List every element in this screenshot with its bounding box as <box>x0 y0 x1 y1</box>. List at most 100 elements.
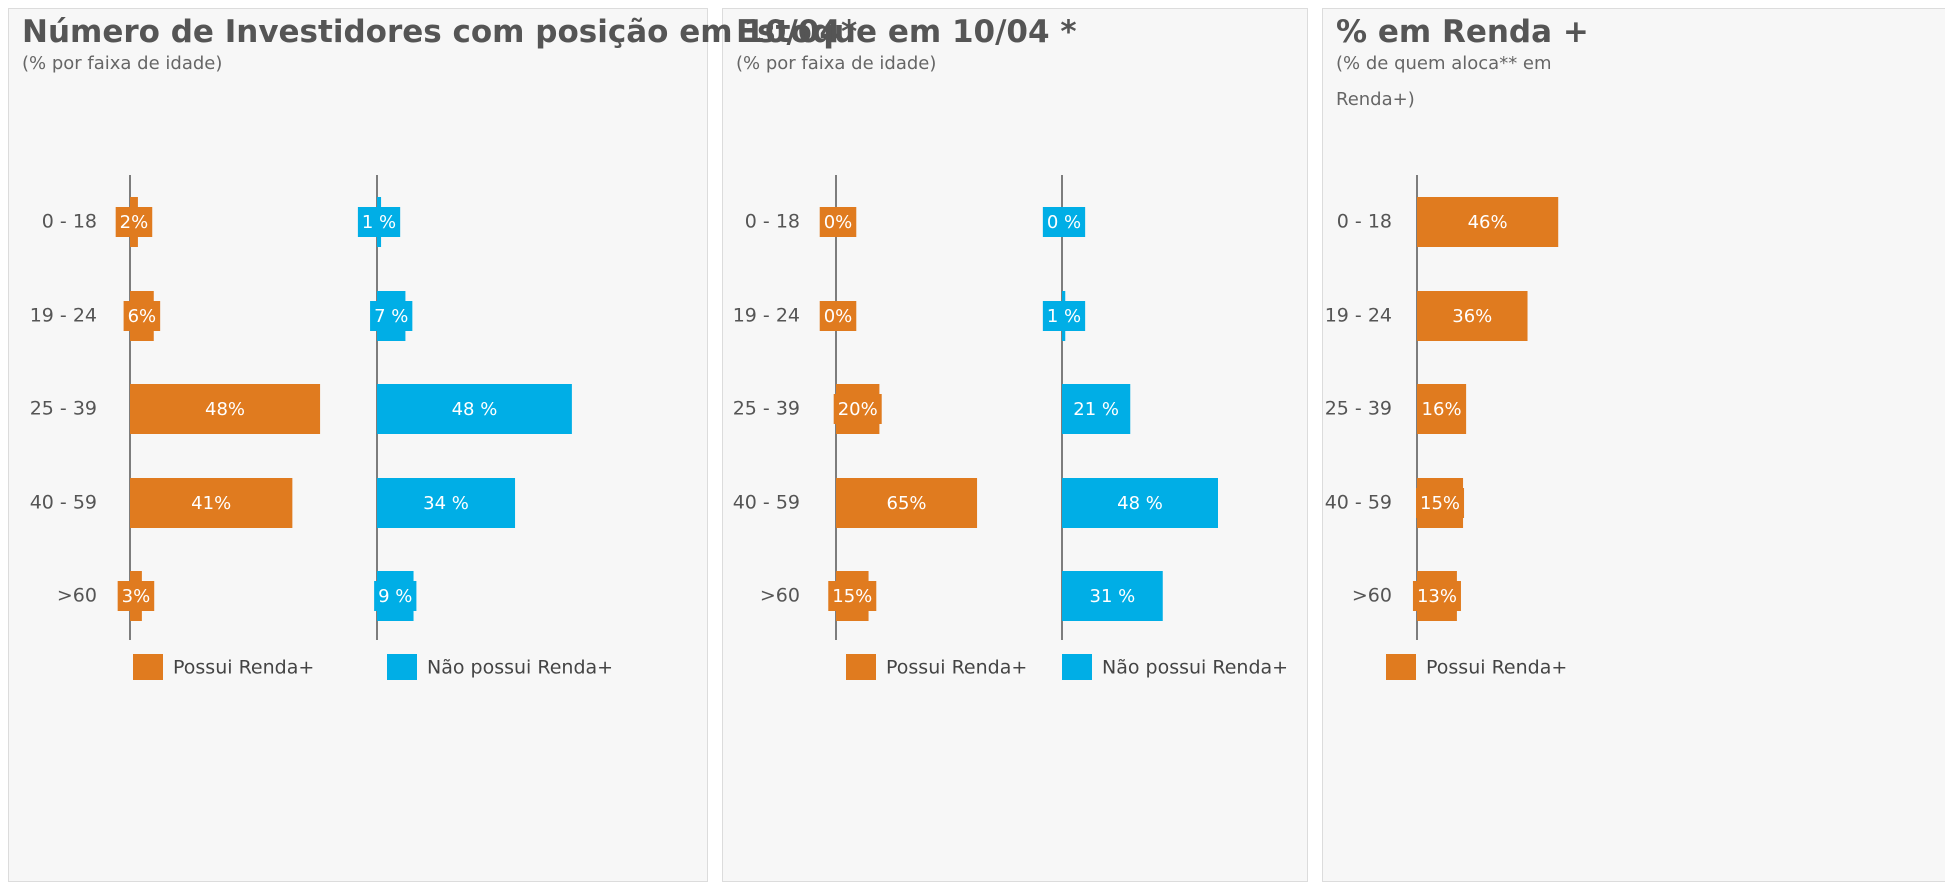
category-label: 19 - 24 <box>30 305 97 327</box>
value-label: 21 % <box>1073 399 1119 420</box>
category-label: 0 - 18 <box>745 211 800 233</box>
value-label: 41% <box>191 493 231 514</box>
value-label-bg <box>1412 581 1461 611</box>
value-label-group: 65% <box>887 493 927 514</box>
chart-subtitle: (% de quem aloca** em Renda+) <box>1336 53 1552 110</box>
value-label-bg <box>357 207 401 237</box>
value-label-group: 0% <box>819 301 857 331</box>
legend-label: Possui Renda+ <box>1426 657 1567 679</box>
value-label: 6% <box>128 306 157 327</box>
value-label-bg <box>123 301 161 331</box>
value-label-group: 13% <box>1412 581 1461 611</box>
category-label: 25 - 39 <box>1325 398 1392 420</box>
value-label: 31 % <box>1090 586 1136 607</box>
value-label-bg <box>1042 207 1086 237</box>
chart-subtitle: (% por faixa de idade) <box>736 53 937 74</box>
bar <box>377 478 516 528</box>
category-label: >60 <box>1352 585 1392 607</box>
legend-swatch <box>1386 654 1416 680</box>
value-label-group: 48 % <box>1117 493 1163 514</box>
category-label: >60 <box>57 585 97 607</box>
value-label: 46% <box>1468 212 1508 233</box>
bar <box>130 478 293 528</box>
value-label-group: 34 % <box>423 493 469 514</box>
legend-label: Possui Renda+ <box>886 657 1027 679</box>
chart-subtitle: (% por faixa de idade) <box>22 53 223 74</box>
category-label: 40 - 59 <box>30 492 97 514</box>
value-label: 15% <box>1420 493 1460 514</box>
value-label-group: 1 % <box>1042 301 1086 331</box>
value-label: 65% <box>887 493 927 514</box>
value-label-group: 6% <box>123 301 161 331</box>
value-label: 7 % <box>374 306 408 327</box>
legend-swatch <box>133 654 163 680</box>
value-label-group: 20% <box>833 394 882 424</box>
chart-title: Estoque em 10/04 * <box>736 14 1077 50</box>
value-label: 16% <box>1422 399 1462 420</box>
bar <box>1062 571 1163 621</box>
category-label: 25 - 39 <box>733 398 800 420</box>
value-label-bg <box>819 207 857 237</box>
value-label-bg <box>370 301 413 331</box>
category-label: >60 <box>760 585 800 607</box>
value-label-group: 1 % <box>357 207 401 237</box>
value-label: 15% <box>832 586 872 607</box>
value-label: 13% <box>1417 586 1457 607</box>
value-label: 1 % <box>1047 306 1081 327</box>
category-label: 19 - 24 <box>1325 305 1392 327</box>
value-label-group: 7 % <box>370 301 413 331</box>
legend-label: Possui Renda+ <box>173 657 314 679</box>
value-label-bg <box>117 581 155 611</box>
value-label-group: 21 % <box>1073 399 1119 420</box>
chart-title: Número de Investidores com posição em 10… <box>22 14 858 50</box>
category-label: 19 - 24 <box>733 305 800 327</box>
value-label-group: 46% <box>1468 212 1508 233</box>
bar <box>1062 478 1218 528</box>
value-label: 0% <box>824 212 853 233</box>
value-label: 2% <box>120 212 149 233</box>
value-label: 9 % <box>378 586 412 607</box>
chart-title: % em Renda + <box>1336 14 1589 50</box>
bar <box>836 478 978 528</box>
bar <box>1417 197 1559 247</box>
bar <box>1062 384 1131 434</box>
category-label: 40 - 59 <box>733 492 800 514</box>
value-label: 36% <box>1452 306 1492 327</box>
category-label: 0 - 18 <box>1337 211 1392 233</box>
value-label-bg <box>374 581 417 611</box>
panel <box>722 8 1308 882</box>
value-label-group: 48 % <box>452 399 498 420</box>
bar <box>1417 291 1528 341</box>
legend-label: Não possui Renda+ <box>1102 657 1288 679</box>
value-label-bg <box>1416 488 1465 518</box>
value-label-group: 3% <box>117 581 155 611</box>
value-label: 34 % <box>423 493 469 514</box>
value-label-group: 9 % <box>374 581 417 611</box>
value-label-group: 41% <box>191 493 231 514</box>
value-label-bg <box>819 301 857 331</box>
value-label-bg <box>833 394 882 424</box>
legend-label: Não possui Renda+ <box>427 657 613 679</box>
legend-swatch <box>846 654 876 680</box>
legend-swatch <box>1062 654 1092 680</box>
value-label: 0% <box>824 306 853 327</box>
bar <box>377 384 572 434</box>
value-label: 48 % <box>452 399 498 420</box>
bar <box>130 384 321 434</box>
panel <box>8 8 708 882</box>
value-label-group: 15% <box>1416 488 1465 518</box>
value-label-group: 0% <box>819 207 857 237</box>
value-label: 1 % <box>362 212 396 233</box>
value-label: 0 % <box>1047 212 1081 233</box>
category-label: 0 - 18 <box>42 211 97 233</box>
bar <box>1417 384 1467 434</box>
legend-swatch <box>387 654 417 680</box>
value-label-bg <box>115 207 153 237</box>
panel <box>1322 8 1945 882</box>
value-label-bg <box>1042 301 1086 331</box>
category-label: 40 - 59 <box>1325 492 1392 514</box>
value-label-group: 2% <box>115 207 153 237</box>
value-label: 20% <box>838 399 878 420</box>
